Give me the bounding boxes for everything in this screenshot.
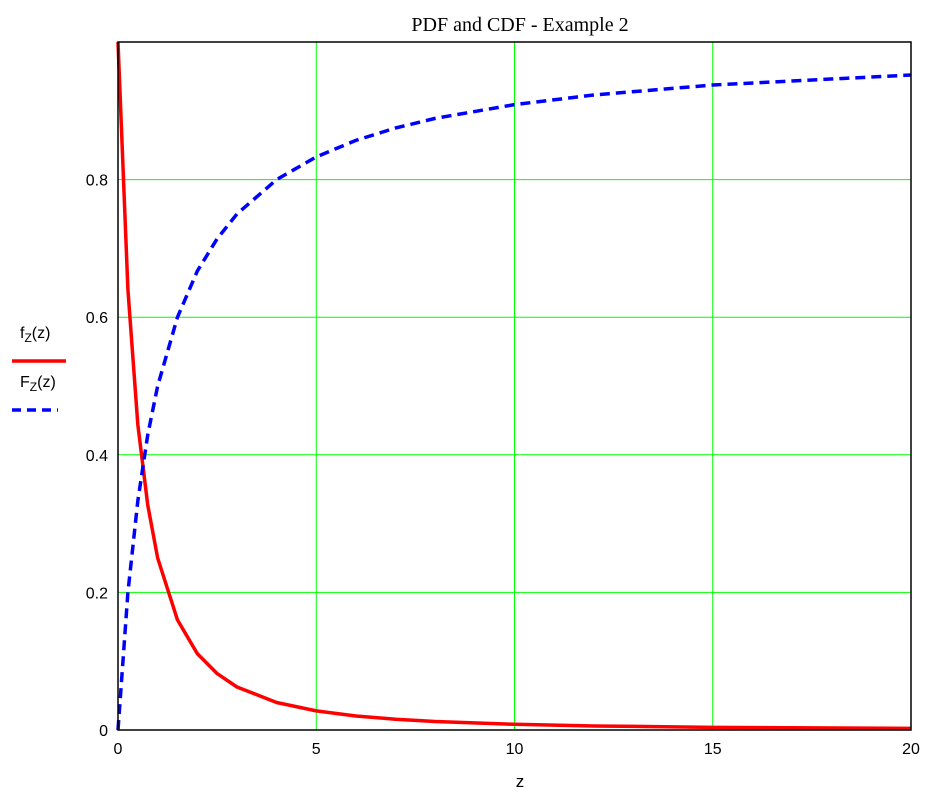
x-tick-label: 5 <box>312 741 321 758</box>
x-tick-label: 15 <box>704 741 722 758</box>
x-axis-label: z <box>516 772 525 791</box>
x-tick-label: 20 <box>902 741 920 758</box>
series-line-cdf <box>116 73 912 731</box>
y-tick-label: 0.4 <box>86 448 108 465</box>
series-layer <box>116 41 912 731</box>
legend-label: FZ(z) <box>20 374 56 394</box>
y-tick-label: 0.8 <box>86 173 108 190</box>
y-tick-labels: 0 0.2 0.4 0.6 0.8 <box>86 173 108 740</box>
legend-label: fZ(z) <box>20 325 50 345</box>
series-line-pdf <box>116 41 912 731</box>
chart-title: PDF and CDF - Example 2 <box>411 14 628 36</box>
x-tick-label: 0 <box>114 741 123 758</box>
x-tick-label: 10 <box>506 741 524 758</box>
grid <box>117 42 912 731</box>
plot-frame <box>117 41 912 731</box>
y-tick-label: 0 <box>99 723 108 740</box>
y-tick-label: 0.2 <box>86 585 108 602</box>
y-tick-label: 0.6 <box>86 310 108 327</box>
legend: fZ(z) FZ(z) <box>12 325 66 412</box>
x-tick-labels: 0 5 10 15 20 <box>114 741 920 758</box>
